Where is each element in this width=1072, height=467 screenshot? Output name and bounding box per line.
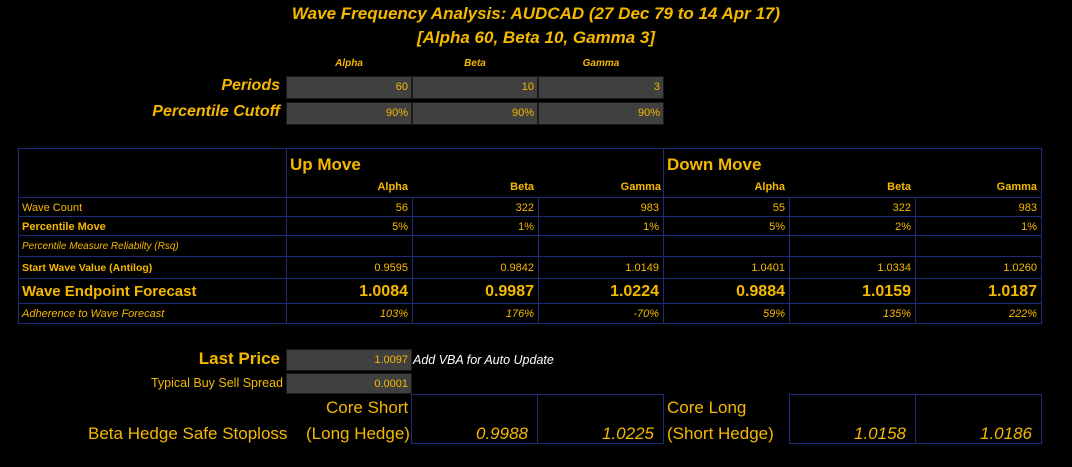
cell[interactable]: 0.9987 — [485, 282, 534, 300]
table-row: Wave Endpoint Forecast 1.0084 0.9987 1.0… — [19, 278, 1041, 304]
last-price-cell[interactable]: 1.0097 — [286, 349, 412, 371]
cell[interactable]: 1.0149 — [625, 262, 659, 274]
table-row: Wave Count 56 322 983 55 322 983 — [19, 197, 1041, 217]
core-long-label: Core Long — [667, 398, 747, 417]
table-row: Percentile Measure Reliabilty (Rsq) — [19, 235, 1041, 257]
cell[interactable]: 103% — [379, 308, 408, 320]
vba-note: Add VBA for Auto Update — [413, 353, 554, 367]
cell[interactable]: 1.0224 — [610, 282, 659, 300]
cell[interactable]: 1.0187 — [988, 282, 1037, 300]
cell[interactable]: 176% — [505, 308, 534, 320]
cell[interactable]: 5% — [392, 220, 408, 233]
cell[interactable]: 5% — [769, 220, 785, 233]
cell[interactable]: 0.9884 — [736, 282, 785, 300]
core-short-label: Core Short — [326, 398, 409, 417]
col-header: Beta — [887, 181, 911, 193]
cell[interactable] — [538, 236, 663, 257]
param-header-beta: Beta — [464, 58, 486, 69]
cell[interactable]: 322 — [892, 201, 911, 214]
cell[interactable]: 0.9842 — [500, 262, 534, 274]
col-header: Gamma — [996, 181, 1037, 193]
cell[interactable]: 1% — [518, 220, 534, 233]
periods-beta-cell[interactable]: 10 — [412, 76, 538, 99]
param-header-alpha: Alpha — [335, 58, 363, 69]
stoploss-short-value-1[interactable]: 0.9988 — [476, 424, 528, 443]
cell[interactable]: 59% — [762, 308, 785, 320]
table-row: Adherence to Wave Forecast 103% 176% -70… — [19, 303, 1041, 324]
stoploss-short-value-2[interactable]: 1.0225 — [602, 424, 654, 443]
cell[interactable]: -70% — [633, 308, 659, 320]
cell[interactable] — [286, 236, 412, 257]
col-header: Beta — [510, 181, 534, 193]
row-label: Wave Count — [22, 201, 83, 214]
col-header: Alpha — [377, 181, 408, 193]
cell[interactable]: 983 — [1018, 201, 1037, 214]
stoploss-long-value-2[interactable]: 1.0186 — [980, 424, 1032, 443]
col-header: Gamma — [620, 181, 661, 193]
cell[interactable]: 0.9595 — [374, 262, 408, 274]
cutoff-label: Percentile Cutoff — [152, 103, 280, 120]
cell[interactable] — [915, 236, 1041, 257]
col-header: Alpha — [754, 181, 785, 193]
cutoff-beta-cell[interactable]: 90% — [412, 102, 538, 125]
periods-gamma-cell[interactable]: 3 — [538, 76, 664, 99]
cell[interactable]: 322 — [515, 201, 534, 214]
cell[interactable]: 55 — [772, 201, 785, 214]
up-move-title: Up Move — [290, 155, 361, 174]
spread-label: Typical Buy Sell Spread — [150, 376, 283, 390]
row-label: Adherence to Wave Forecast — [22, 308, 165, 320]
cell[interactable]: 56 — [395, 201, 408, 214]
cell[interactable]: 1.0159 — [862, 282, 911, 300]
cell[interactable]: 222% — [1008, 308, 1037, 320]
table-row: Percentile Move 5% 1% 1% 5% 2% 1% — [19, 216, 1041, 236]
cell[interactable]: 1.0260 — [1003, 262, 1037, 274]
short-hedge-label: (Short Hedge) — [667, 424, 774, 443]
stoploss-long-box-2 — [915, 394, 1042, 444]
cell[interactable]: 1.0084 — [359, 282, 408, 300]
cell[interactable]: 1% — [1021, 220, 1037, 233]
periods-alpha-cell[interactable]: 60 — [286, 76, 412, 99]
row-label: Start Wave Value (Antilog) — [22, 262, 153, 274]
cutoff-alpha-cell[interactable]: 90% — [286, 102, 412, 125]
cell[interactable] — [663, 236, 789, 257]
page-subtitle: [Alpha 60, Beta 10, Gamma 3] — [416, 28, 656, 47]
cell[interactable] — [789, 236, 915, 257]
row-label: Percentile Measure Reliabilty (Rsq) — [22, 241, 179, 252]
last-price-label: Last Price — [198, 349, 280, 368]
cell[interactable]: 2% — [895, 220, 911, 233]
table-row: Start Wave Value (Antilog) 0.9595 0.9842… — [19, 256, 1041, 279]
cell[interactable]: 135% — [882, 308, 911, 320]
cell[interactable]: 983 — [640, 201, 659, 214]
cell[interactable]: 1.0401 — [751, 262, 785, 274]
cell[interactable]: 1.0334 — [877, 262, 911, 274]
cutoff-gamma-cell[interactable]: 90% — [538, 102, 664, 125]
long-hedge-label: (Long Hedge) — [306, 424, 410, 443]
row-label: Wave Endpoint Forecast — [22, 283, 197, 300]
stoploss-label: Beta Hedge Safe Stoploss — [88, 424, 288, 443]
cell[interactable]: 1% — [643, 220, 659, 233]
cell[interactable] — [412, 236, 538, 257]
param-header-gamma: Gamma — [582, 58, 620, 69]
page-title: Wave Frequency Analysis: AUDCAD (27 Dec … — [291, 4, 781, 23]
stoploss-long-value-1[interactable]: 1.0158 — [854, 424, 906, 443]
periods-label: Periods — [221, 77, 280, 94]
down-move-title: Down Move — [667, 155, 762, 174]
stoploss-short-box-2 — [537, 394, 664, 444]
row-label: Percentile Move — [22, 220, 106, 233]
wave-table: Up Move Down Move Alpha Beta Gamma Alpha… — [18, 148, 1042, 324]
spread-cell[interactable]: 0.0001 — [286, 373, 412, 394]
